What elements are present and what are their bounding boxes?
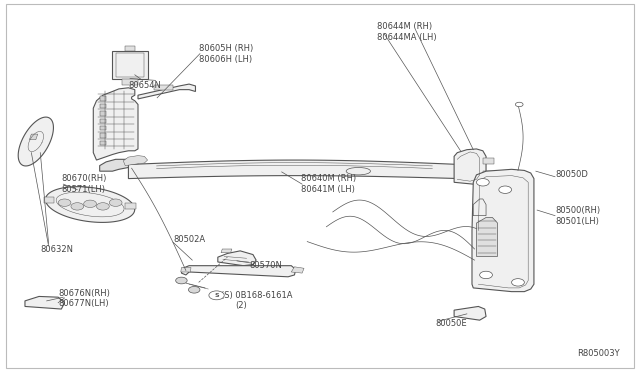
Text: S: S [214,293,219,298]
Polygon shape [218,251,256,266]
Circle shape [71,203,84,210]
Circle shape [515,102,523,107]
Polygon shape [221,249,232,253]
Polygon shape [483,171,493,177]
Polygon shape [45,187,134,222]
Polygon shape [18,117,53,166]
Polygon shape [100,104,106,108]
Polygon shape [25,296,65,309]
Circle shape [479,271,492,279]
Circle shape [499,186,511,193]
Text: 80640M (RH): 80640M (RH) [301,174,356,183]
Polygon shape [129,160,461,179]
Circle shape [209,291,224,300]
Text: 80050E: 80050E [435,320,467,328]
Polygon shape [291,267,304,273]
Polygon shape [124,155,148,166]
Circle shape [476,179,489,186]
Text: 80677N(LH): 80677N(LH) [58,299,109,308]
Text: 80644M (RH): 80644M (RH) [378,22,433,31]
Polygon shape [100,111,106,116]
Circle shape [109,199,122,206]
Polygon shape [113,51,148,78]
Polygon shape [100,126,106,131]
Polygon shape [454,307,486,320]
Polygon shape [181,266,296,277]
Text: 80571(LH): 80571(LH) [61,185,106,194]
Polygon shape [29,134,38,140]
Polygon shape [138,84,195,99]
Text: (2): (2) [236,301,248,310]
Circle shape [58,199,71,206]
Polygon shape [473,199,486,216]
Polygon shape [454,149,486,184]
Text: 80570N: 80570N [250,261,283,270]
Circle shape [175,277,187,284]
Text: 80654N: 80654N [129,81,161,90]
Polygon shape [93,88,138,160]
Text: 80676N(RH): 80676N(RH) [58,289,110,298]
Text: 80050D: 80050D [555,170,588,179]
Text: R805003Y: R805003Y [577,349,620,358]
Text: 80500(RH): 80500(RH) [555,206,600,215]
Polygon shape [100,96,106,101]
Text: 80670(RH): 80670(RH) [61,174,107,183]
Polygon shape [100,134,106,138]
Circle shape [84,200,97,208]
Text: 80605H (RH): 80605H (RH) [198,44,253,53]
Polygon shape [483,158,493,164]
Polygon shape [125,46,135,51]
Polygon shape [154,85,173,90]
Text: 80644MA (LH): 80644MA (LH) [378,33,437,42]
Polygon shape [472,169,534,292]
Text: 80632N: 80632N [40,244,74,253]
Text: 80641M (LH): 80641M (LH) [301,185,355,194]
Polygon shape [180,267,191,272]
Polygon shape [44,197,54,203]
Circle shape [511,279,524,286]
Polygon shape [122,78,138,85]
Circle shape [97,203,109,210]
Circle shape [188,286,200,293]
Polygon shape [476,218,497,256]
Polygon shape [125,203,136,209]
Polygon shape [100,159,138,171]
Text: 80606H (LH): 80606H (LH) [198,55,252,64]
Text: (S) 0B168-6161A: (S) 0B168-6161A [221,291,292,300]
Text: 80502A: 80502A [173,235,205,244]
Polygon shape [100,119,106,123]
Polygon shape [100,141,106,145]
Text: 80501(LH): 80501(LH) [555,217,599,226]
